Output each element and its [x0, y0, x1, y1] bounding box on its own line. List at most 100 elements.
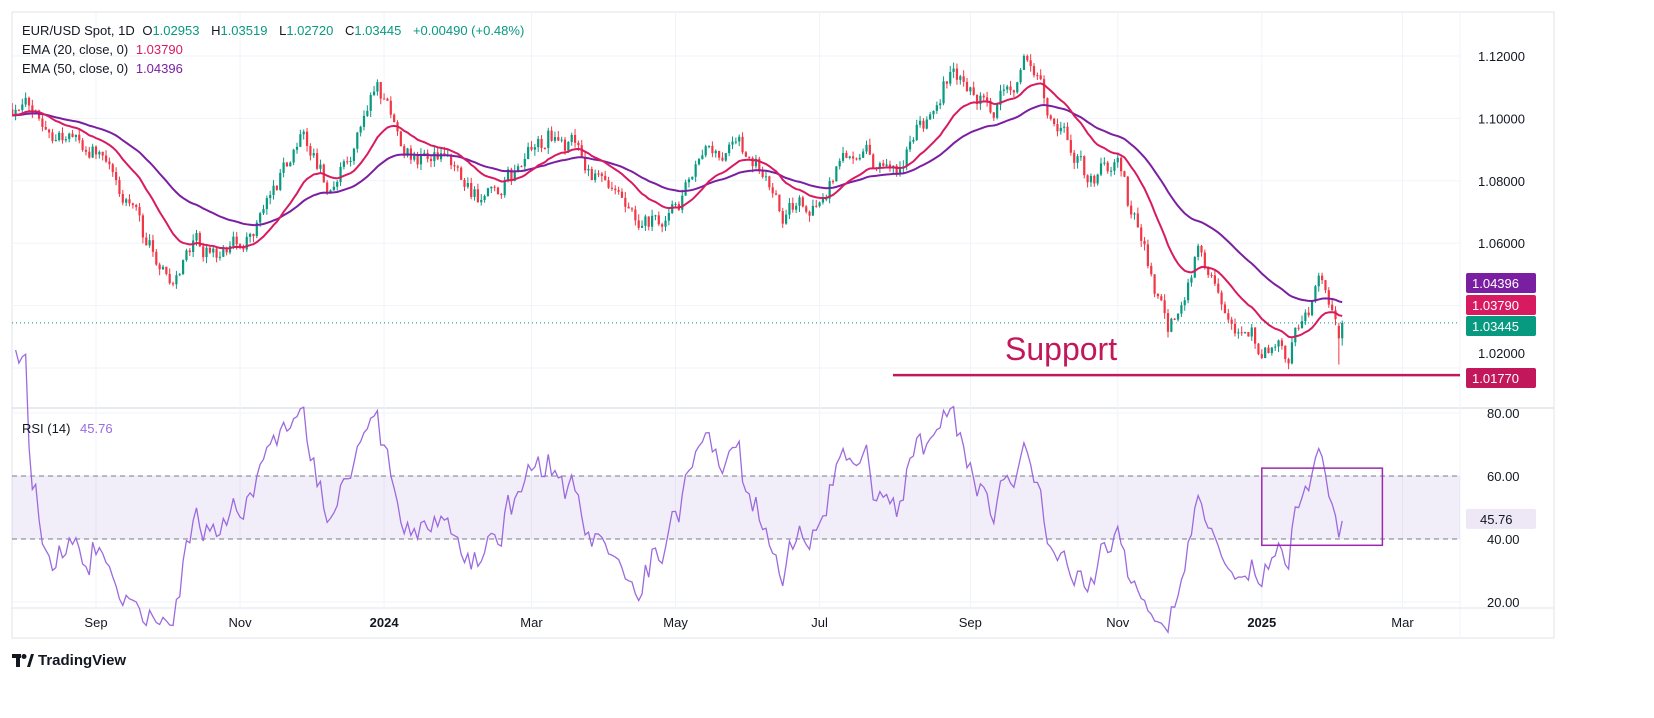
candle-body	[681, 195, 684, 210]
candle-body	[141, 215, 144, 238]
candle-body	[1170, 318, 1173, 332]
candle-body	[537, 138, 540, 148]
ema20-value: 1.03790	[135, 42, 183, 57]
candle-body	[852, 156, 855, 159]
candle-body	[470, 182, 473, 197]
candle-body	[1056, 124, 1059, 132]
rsi-tick-label: 60.00	[1487, 469, 1520, 484]
candle-body	[78, 134, 81, 141]
candle-body	[533, 147, 536, 150]
candle-body	[667, 213, 670, 221]
candle-body	[1140, 227, 1143, 241]
candle-body	[1096, 174, 1099, 184]
candle-body	[624, 197, 627, 207]
candle-body	[922, 120, 925, 129]
candle-body	[661, 224, 664, 227]
candle-body	[1113, 162, 1116, 171]
candle-body	[992, 112, 995, 118]
price-tick-label: 1.12000	[1478, 49, 1525, 64]
candle-body	[403, 146, 406, 156]
candle-body	[557, 137, 560, 141]
candle-body	[54, 140, 57, 142]
change-value: +0.00490 (+0.48%)	[412, 23, 525, 38]
candle-body	[862, 151, 865, 158]
candle-body	[215, 248, 218, 258]
candle-body	[1294, 327, 1297, 343]
candle-body	[305, 131, 309, 147]
candle-body	[429, 158, 433, 162]
candle-body	[530, 146, 533, 150]
candle-body	[198, 233, 201, 247]
candle-body	[1173, 318, 1176, 320]
candle-body	[463, 179, 466, 187]
candle-body	[691, 176, 694, 180]
candle-body	[972, 87, 975, 95]
candle-body	[208, 247, 211, 253]
candle-body	[1227, 313, 1230, 320]
candle-body	[590, 168, 593, 181]
tradingview-logo-icon	[12, 654, 34, 667]
candle-body	[885, 164, 888, 166]
candle-body	[423, 152, 426, 154]
candle-body	[1220, 292, 1223, 305]
ohlc-low: L1.02720	[279, 23, 337, 38]
candle-body	[1207, 267, 1210, 275]
candle-body	[1093, 175, 1096, 184]
candle-body	[510, 169, 513, 181]
candle-body	[1327, 290, 1330, 305]
candle-body	[520, 166, 523, 168]
rsi-tick-label: 80.00	[1487, 406, 1520, 421]
candle-body	[175, 275, 178, 285]
candle-body	[734, 141, 737, 143]
candle-body	[27, 97, 31, 106]
candle-body	[1130, 205, 1133, 215]
logo-text: TradingView	[38, 652, 127, 669]
candle-body	[731, 141, 734, 145]
candle-body	[872, 154, 875, 168]
candle-body	[1049, 115, 1052, 119]
candle-body	[349, 160, 352, 162]
candle-body	[1264, 347, 1267, 359]
candle-body	[1200, 245, 1203, 253]
candle-body	[1053, 118, 1056, 125]
candle-body	[1210, 274, 1213, 276]
candle-body	[1334, 310, 1337, 320]
candle-body	[975, 94, 979, 105]
candle-body	[506, 169, 510, 180]
candle-body	[383, 98, 386, 100]
candle-body	[1006, 86, 1009, 90]
candle-body	[48, 129, 51, 133]
candle-body	[61, 132, 64, 141]
candle-body	[929, 114, 932, 120]
candle-body	[979, 95, 982, 105]
candle-body	[945, 81, 948, 84]
candle-body	[259, 213, 262, 223]
tradingview-logo[interactable]: TradingView	[12, 652, 126, 669]
candle-body	[614, 188, 617, 191]
candle-body	[1079, 156, 1082, 158]
candle-body	[473, 189, 476, 197]
candle-body	[292, 149, 295, 163]
candle-body	[1314, 286, 1317, 302]
candle-body	[637, 220, 640, 228]
candle-body	[838, 160, 841, 167]
candle-body	[925, 119, 928, 129]
candle-body	[369, 94, 372, 111]
candle-body	[1203, 252, 1206, 268]
candle-body	[684, 182, 687, 196]
candle-body	[178, 274, 181, 276]
time-tick-label: 2025	[1247, 615, 1276, 630]
candle-body	[51, 132, 54, 141]
time-tick-label: Jul	[811, 615, 828, 630]
candle-body	[711, 145, 714, 154]
candle-body	[1106, 162, 1109, 172]
candle-body	[336, 181, 339, 187]
open-value: 1.02953	[152, 23, 200, 38]
candle-body	[158, 264, 161, 270]
candle-body	[1069, 140, 1072, 153]
candle-body	[821, 198, 825, 203]
candle-body	[801, 197, 804, 207]
candle-body	[326, 182, 329, 194]
